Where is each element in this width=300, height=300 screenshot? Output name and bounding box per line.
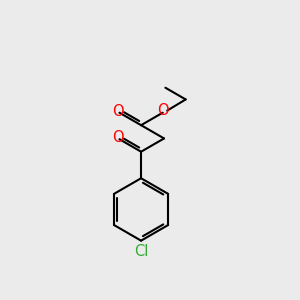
Text: O: O bbox=[112, 104, 124, 119]
Text: Cl: Cl bbox=[134, 244, 148, 259]
Text: O: O bbox=[158, 103, 169, 118]
Text: O: O bbox=[112, 130, 124, 145]
